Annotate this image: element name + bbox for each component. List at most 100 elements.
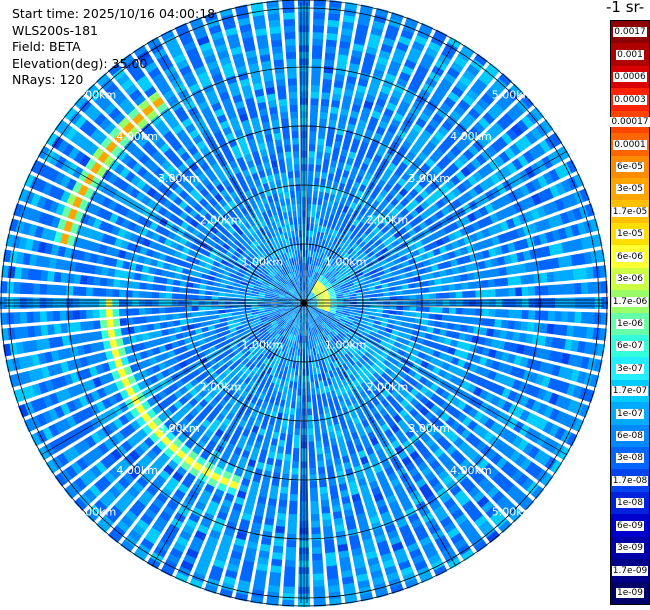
ray-bin (343, 7, 357, 17)
ray-bin (372, 226, 381, 235)
ray-bin (398, 35, 412, 46)
ray-bin (349, 487, 360, 496)
ray-bin (296, 322, 300, 330)
ray-bin (525, 181, 537, 194)
ray-bin (313, 341, 317, 349)
ray-bin (91, 353, 101, 364)
ray-bin (248, 346, 256, 353)
ray-bin (311, 533, 322, 542)
ray-bin (227, 352, 236, 360)
ray-bin (396, 295, 404, 301)
ray-bin (369, 344, 378, 352)
ray-bin (438, 142, 449, 154)
ray-bin (233, 282, 241, 288)
ray-bin (337, 476, 347, 486)
ray-bin (526, 321, 535, 332)
ray-bin (276, 391, 282, 400)
ray-bin (425, 46, 439, 59)
ray-bin (31, 239, 41, 252)
ray-bin (347, 285, 355, 290)
ray-bin (271, 390, 278, 399)
ray-bin (454, 283, 463, 291)
ray-bin (308, 428, 314, 436)
ray-bin (286, 346, 291, 354)
ray-bin (216, 359, 225, 368)
ray-bin (500, 319, 509, 329)
ray-bin (420, 345, 429, 353)
ray-bin (310, 494, 319, 502)
ray-bin (251, 446, 260, 456)
ray-bin (285, 308, 293, 312)
ray-bin (585, 327, 595, 340)
ray-bin (124, 510, 138, 523)
ray-bin (442, 307, 450, 314)
ray-bin (302, 316, 304, 324)
ray-bin (330, 376, 337, 385)
ray-bin (466, 64, 480, 77)
ray-bin (349, 366, 357, 374)
ray-bin (190, 354, 200, 363)
ray-bin (408, 317, 416, 323)
ray-bin (478, 356, 488, 367)
ray-bin (458, 265, 467, 274)
ray-bin (275, 316, 283, 322)
ray-bin (438, 245, 448, 254)
ray-bin (249, 452, 259, 462)
ray-bin (332, 260, 339, 268)
ray-bin (252, 358, 260, 366)
ray-bin (467, 420, 478, 431)
ray-bin (313, 5, 326, 13)
ray-bin (278, 350, 284, 359)
ray-bin (312, 579, 325, 588)
ray-bin (403, 246, 412, 255)
ray-bin (421, 129, 432, 140)
ray-bin (368, 231, 376, 239)
ray-bin (270, 330, 277, 337)
ray-bin (312, 18, 325, 27)
ray-bin (46, 270, 55, 282)
ray-bin (322, 329, 329, 336)
ray-bin (177, 433, 188, 444)
ray-bin (453, 55, 468, 68)
ray-bin (503, 231, 514, 242)
ray-bin (284, 453, 292, 462)
ray-bin (329, 323, 336, 329)
ray-bin (315, 326, 320, 334)
ray-bin (579, 326, 588, 339)
ray-bin (278, 499, 288, 508)
ray-bin (401, 456, 412, 467)
ray-bin (360, 373, 369, 382)
ray-bin (291, 348, 296, 356)
ray-bin (358, 240, 367, 249)
ray-bin (477, 476, 491, 490)
ray-bin (98, 309, 107, 318)
ray-bin (204, 583, 218, 595)
ray-bin (73, 497, 88, 512)
ray-bin (477, 458, 490, 471)
ray-bin (302, 322, 304, 330)
ray-bin (353, 437, 362, 447)
ray-bin (312, 560, 324, 568)
ray-bin (388, 234, 397, 243)
ray-bin (473, 121, 486, 134)
ray-bin (230, 305, 239, 309)
ray-bin (287, 318, 293, 326)
ray-bin (101, 425, 113, 437)
ray-bin (313, 224, 319, 232)
ray-bin (265, 335, 272, 342)
ray-bin (401, 65, 414, 76)
ray-bin (296, 355, 300, 363)
ray-bin (384, 230, 394, 239)
ray-bin (131, 432, 143, 444)
ray-bin (254, 508, 265, 518)
ray-bin (122, 472, 135, 485)
ray-bin (348, 150, 357, 160)
ray-bin (192, 283, 200, 289)
ray-bin (202, 362, 212, 371)
ray-bin (500, 428, 513, 441)
ray-bin (265, 511, 276, 520)
ray-bin (107, 421, 119, 434)
ray-bin (244, 360, 253, 369)
ray-bin (465, 162, 477, 174)
ray-bin (435, 187, 446, 198)
